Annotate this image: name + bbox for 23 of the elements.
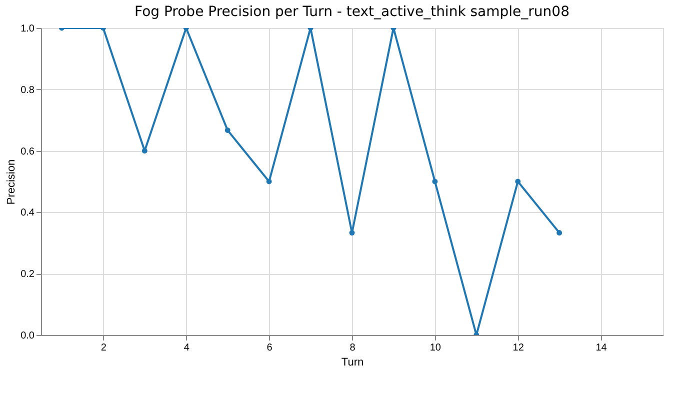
y-tick-label: 0.2	[20, 269, 35, 280]
x-tick-label: 4	[184, 342, 190, 354]
point	[266, 178, 272, 184]
x-tick-label: 14	[596, 342, 608, 354]
y-tick-label: 0.8	[20, 84, 35, 96]
y-tick-label: 0.6	[20, 146, 35, 158]
x-tick-label: 12	[512, 342, 524, 354]
point	[349, 230, 355, 236]
y-axis-title: Precision	[6, 159, 18, 205]
point	[432, 178, 438, 184]
point	[224, 127, 230, 133]
y-tick-label: 0.0	[20, 330, 35, 342]
x-tick-label: 2	[100, 342, 107, 354]
y-tick-label: 0.4	[20, 208, 35, 219]
x-axis-title: Turn	[341, 356, 364, 368]
chart-title: Fog Probe Precision per Turn - text_active_think sample_run08	[134, 4, 570, 20]
x-tick-label: 8	[350, 342, 356, 354]
x-tick-label: 6	[266, 342, 273, 354]
point	[142, 148, 148, 154]
point	[515, 178, 521, 184]
y-tick-label: 1.0	[20, 24, 35, 34]
point	[556, 230, 562, 236]
x-tick-label: 10	[430, 342, 442, 354]
